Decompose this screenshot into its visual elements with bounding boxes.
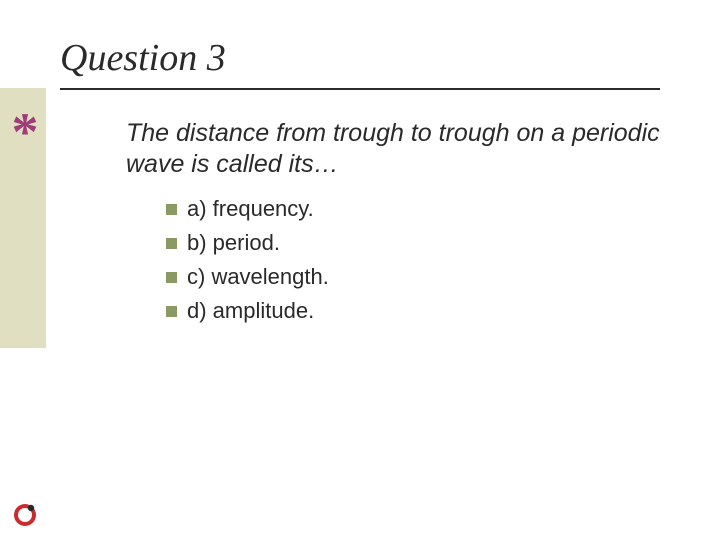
question-text: The distance from trough to trough on a … <box>126 118 666 181</box>
asterisk-icon: * <box>10 112 40 142</box>
bullet-icon <box>166 238 177 249</box>
list-item: b) period. <box>166 230 329 256</box>
slide: Question 3 * The distance from trough to… <box>0 0 720 540</box>
bullet-icon <box>166 306 177 317</box>
page-title: Question 3 <box>60 36 226 80</box>
option-label: b) period. <box>187 230 280 256</box>
list-item: a) frequency. <box>166 196 329 222</box>
title-underline <box>60 88 660 90</box>
bullet-icon <box>166 204 177 215</box>
bullet-icon <box>166 272 177 283</box>
logo-icon <box>12 502 38 528</box>
option-label: c) wavelength. <box>187 264 329 290</box>
list-item: d) amplitude. <box>166 298 329 324</box>
options-list: a) frequency. b) period. c) wavelength. … <box>166 196 329 332</box>
option-label: d) amplitude. <box>187 298 314 324</box>
list-item: c) wavelength. <box>166 264 329 290</box>
option-label: a) frequency. <box>187 196 314 222</box>
